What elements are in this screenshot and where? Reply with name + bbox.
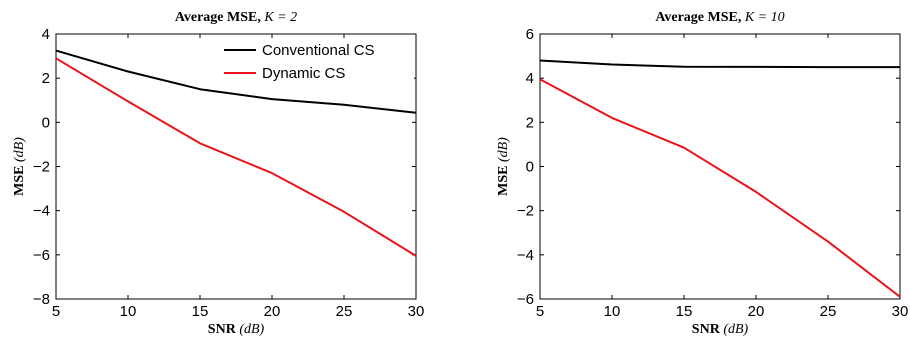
y-tick-label: −6: [33, 247, 50, 264]
y-tick-label: 6: [526, 26, 534, 43]
y-tick-label: −2: [33, 159, 50, 176]
series-line-1: [539, 59, 900, 69]
x-tick-label: 30: [408, 303, 425, 320]
legend-label-2: Dynamic CS: [262, 65, 345, 82]
y-tick-label: −4: [33, 203, 50, 220]
legend: Conventional CS Dynamic CS: [218, 38, 414, 90]
x-tick-label: 10: [604, 303, 621, 320]
y-tick-label: 4: [42, 26, 50, 43]
x-axis-label: SNR (dB): [208, 322, 265, 337]
y-tick-label: 0: [42, 114, 50, 131]
legend-label-1: Conventional CS: [262, 42, 375, 59]
chart-title: Average MSE, K = 10: [655, 10, 784, 25]
y-tick-label: 2: [42, 70, 50, 87]
y-axis-label: MSE (dB): [496, 137, 511, 196]
x-tick-label: 5: [52, 303, 60, 320]
y-tick-label: −6: [517, 291, 534, 308]
y-tick-label: −8: [33, 291, 50, 308]
x-tick-label: 25: [820, 303, 837, 320]
x-tick-label: 20: [264, 303, 281, 320]
y-tick-label: −4: [517, 247, 534, 264]
x-tick-label: 15: [676, 303, 693, 320]
x-tick-label: 30: [892, 303, 909, 320]
y-tick-label: −2: [517, 203, 534, 220]
series-line-2: [55, 57, 417, 257]
x-tick-label: 20: [748, 303, 765, 320]
y-tick-label: 2: [526, 114, 534, 131]
series-line-1: [55, 49, 417, 114]
legend-box: [218, 38, 414, 90]
y-tick-label: 0: [526, 159, 534, 176]
x-tick-label: 10: [120, 303, 137, 320]
plot-area: [539, 33, 901, 300]
x-tick-label: 15: [192, 303, 209, 320]
series-line-2: [539, 78, 901, 298]
y-tick-label: 4: [526, 70, 534, 87]
y-axis-label: MSE (dB): [12, 137, 27, 196]
x-axis-label: SNR (dB): [692, 322, 749, 337]
x-tick-label: 5: [536, 303, 544, 320]
x-tick-label: 25: [336, 303, 353, 320]
chart-title: Average MSE, K = 2: [175, 10, 297, 25]
